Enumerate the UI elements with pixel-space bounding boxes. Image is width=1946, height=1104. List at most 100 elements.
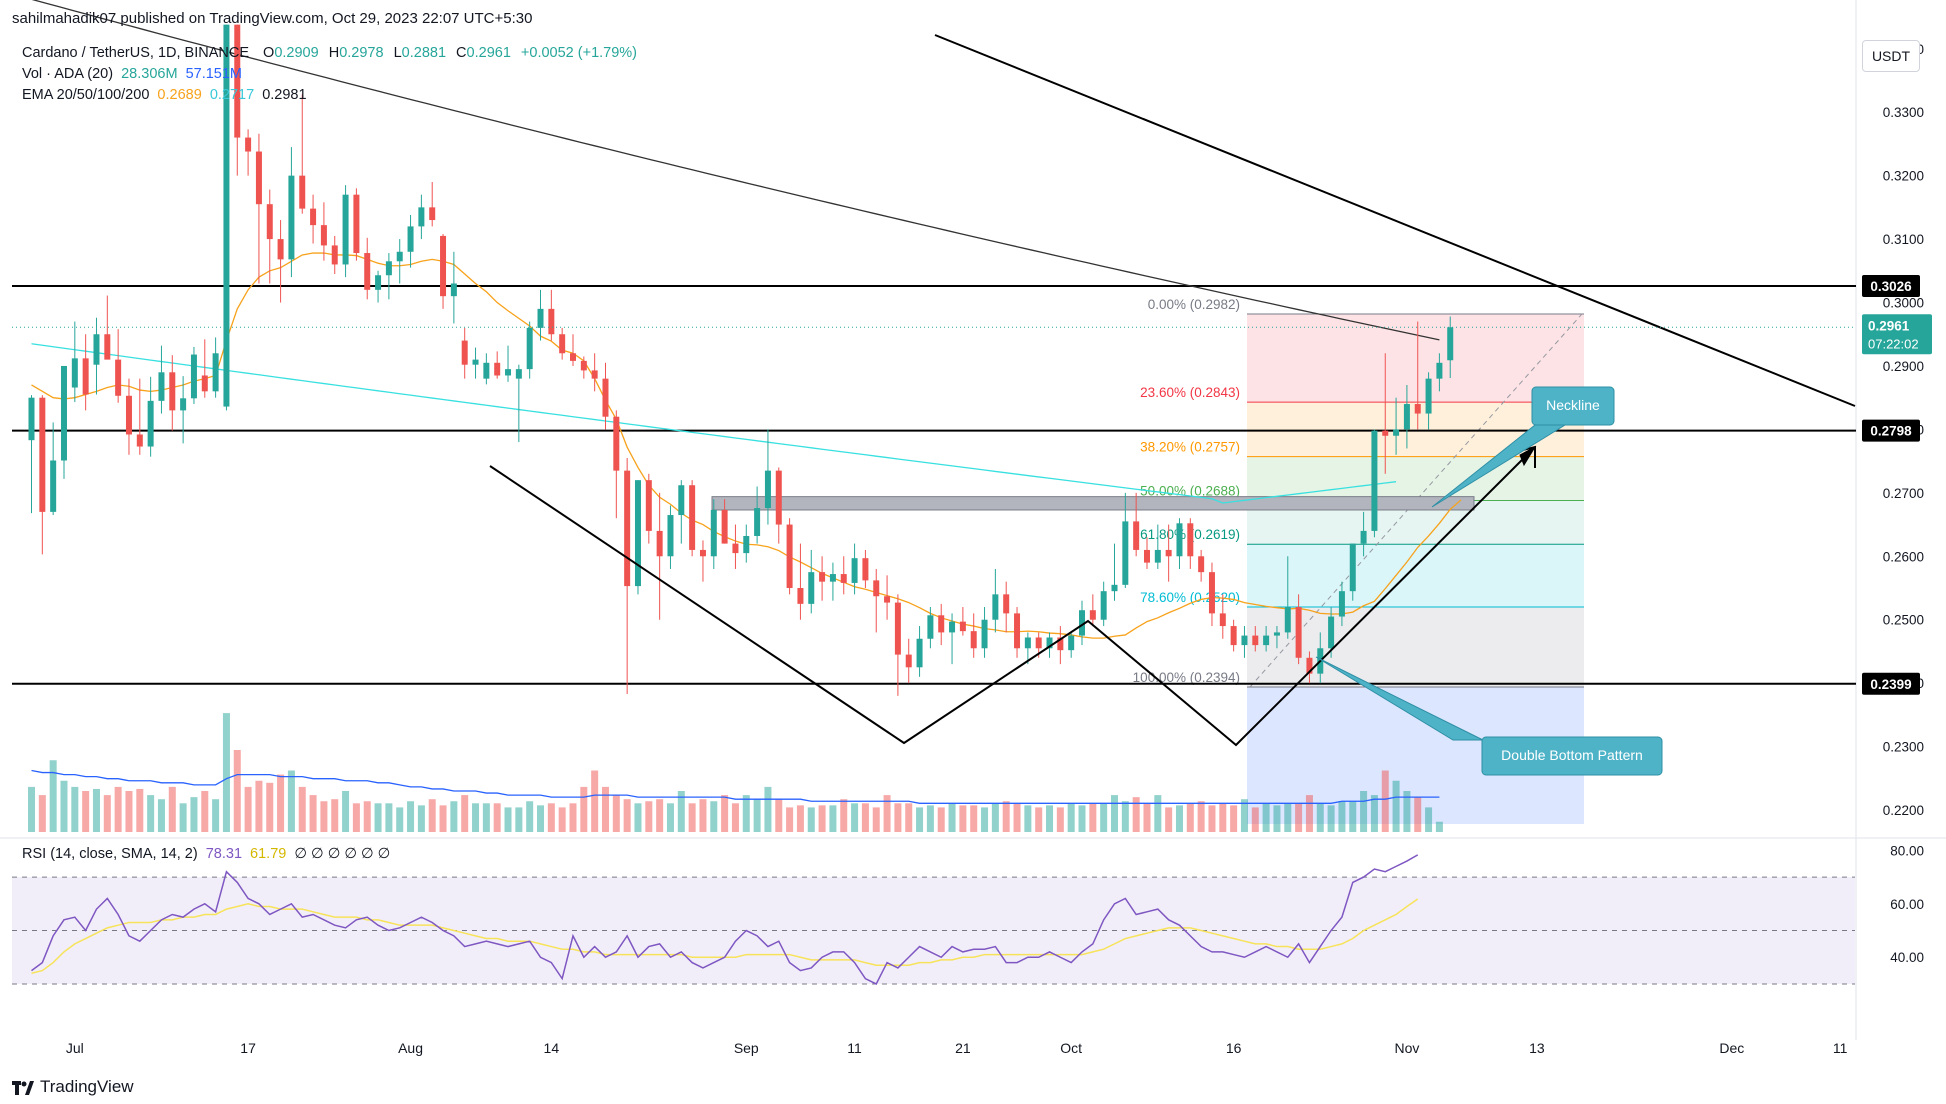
candle-body	[353, 194, 360, 254]
candle-body	[310, 208, 317, 226]
rsi-tick-label: 80.00	[1890, 843, 1924, 858]
level-price-tag-label: 0.2399	[1870, 677, 1911, 692]
candle-body	[743, 535, 750, 554]
candle-body	[1393, 429, 1400, 436]
candle-body	[1154, 549, 1161, 563]
volume-bar	[49, 760, 57, 832]
candle-body	[1122, 521, 1129, 585]
level-price-tag	[1862, 419, 1920, 442]
candle-body	[505, 369, 512, 376]
volume-bar	[472, 803, 480, 832]
candle-body	[1100, 591, 1107, 620]
candle-body	[905, 654, 912, 668]
candle-body	[559, 334, 566, 354]
candle-body	[1024, 637, 1031, 649]
volume-bar	[558, 807, 566, 832]
volume-bar	[948, 803, 956, 832]
volume-bar	[331, 799, 339, 832]
high-label: H	[328, 45, 340, 61]
volume-bar	[742, 795, 750, 832]
candle-body	[699, 549, 706, 557]
candle-body	[1187, 523, 1194, 557]
volume-bar	[569, 803, 577, 832]
volume-bar	[60, 780, 68, 832]
close-value: 0.2961	[466, 45, 511, 61]
candle-body	[28, 397, 35, 441]
candle-body	[580, 360, 587, 371]
rsi-extra-values: ∅ ∅ ∅ ∅ ∅ ∅	[294, 846, 391, 862]
candle-body	[136, 434, 143, 447]
volume-label[interactable]: Vol · ADA (20)	[22, 66, 114, 82]
candle-body	[938, 615, 945, 633]
volume-bar	[504, 807, 512, 832]
currency-selector[interactable]: USDT	[1862, 40, 1920, 72]
volume-bar	[1197, 801, 1205, 832]
volume-bar	[125, 791, 133, 832]
candle-body	[537, 308, 544, 328]
volume-bar	[428, 799, 436, 832]
candle-body	[288, 175, 295, 260]
volume-bar	[688, 803, 696, 832]
candle-body	[862, 558, 869, 581]
volume-bar	[493, 803, 501, 832]
time-tick-label: Oct	[1060, 1040, 1082, 1056]
symbol-name[interactable]: Cardano / TetherUS, 1D, BINANCE	[22, 45, 249, 61]
volume-bar	[580, 786, 588, 832]
volume-bar	[1013, 803, 1021, 832]
candle-body	[710, 509, 717, 557]
candle-body	[1403, 404, 1410, 430]
candle-body	[829, 574, 836, 582]
candle-body	[82, 358, 89, 395]
volume-bar	[277, 774, 285, 832]
volume-bar	[320, 801, 328, 832]
pattern-callout-box	[1481, 736, 1663, 776]
volume-bar	[1295, 803, 1303, 832]
ema-label[interactable]: EMA 20/50/100/200	[22, 87, 150, 103]
volume-bar	[157, 799, 165, 832]
volume-bar	[363, 801, 371, 832]
volume-bar	[1360, 791, 1368, 832]
volume-bar	[385, 803, 393, 832]
volume-bar	[981, 807, 989, 832]
rsi-label[interactable]: RSI (14, close, SMA, 14, 2)	[22, 846, 198, 862]
time-tick-label: Nov	[1394, 1040, 1419, 1056]
volume-bar	[1035, 807, 1043, 832]
volume-bar	[212, 799, 220, 832]
candle-body	[1089, 610, 1096, 620]
volume-bar	[92, 788, 100, 832]
volume-bar	[233, 750, 241, 832]
time-tick-label: 14	[544, 1040, 560, 1056]
volume-bar	[450, 801, 458, 832]
price-tick-label: 0.3100	[1883, 232, 1924, 247]
fib-trend-line	[1249, 313, 1583, 688]
candle-body	[1241, 635, 1248, 646]
volume-ma-line	[31, 769, 1440, 804]
candle-body	[201, 375, 208, 392]
volume-bar	[407, 801, 415, 832]
candle-body	[375, 275, 382, 290]
rsi-legend: RSI (14, close, SMA, 14, 2) 78.31 61.79 …	[22, 846, 390, 862]
price-tick-label: 0.2900	[1883, 359, 1924, 374]
time-tick-label: 21	[955, 1040, 971, 1056]
candle-body	[1035, 637, 1042, 649]
volume-bar	[1349, 801, 1357, 832]
candle-body	[808, 572, 815, 604]
volume-bar	[482, 803, 490, 832]
level-price-tag	[1862, 672, 1920, 695]
candle-body	[1328, 616, 1335, 649]
volume-bar	[883, 795, 891, 832]
candle-body	[613, 416, 620, 471]
candle-body	[1079, 610, 1086, 636]
fib-level-label: 78.60% (0.2520)	[1140, 590, 1240, 605]
candle-body	[1284, 607, 1291, 633]
fib-zone	[1247, 544, 1584, 608]
candle-body	[634, 480, 641, 587]
volume-bar	[374, 803, 382, 832]
time-tick-label: 13	[1529, 1040, 1545, 1056]
volume-bar	[179, 803, 187, 832]
volume-bar	[1435, 821, 1443, 832]
candle-body	[93, 334, 100, 365]
candle-body	[1273, 632, 1280, 636]
last-price-value: 0.2961	[1868, 318, 1910, 333]
volume-bar	[298, 786, 306, 832]
